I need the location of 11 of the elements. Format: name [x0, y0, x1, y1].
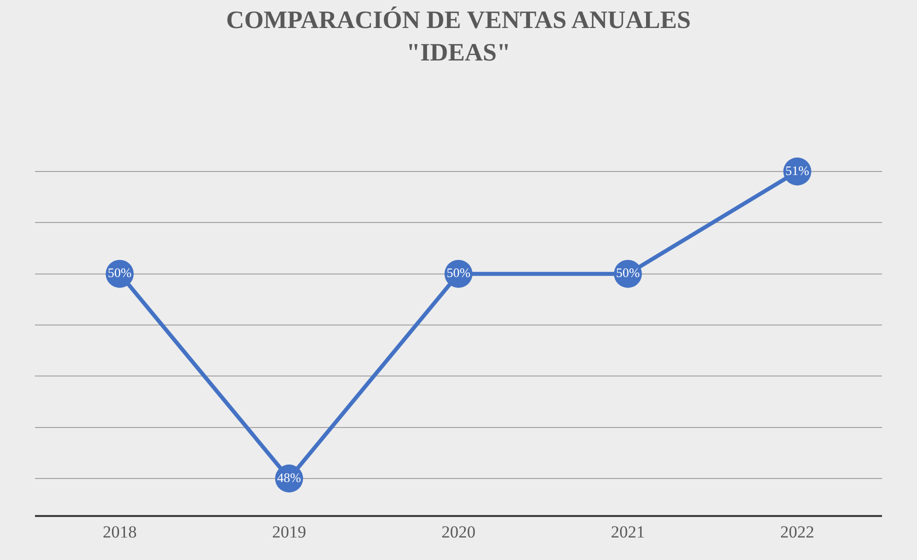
data-label: 50% — [108, 265, 132, 280]
x-tick-label: 2019 — [272, 522, 306, 542]
x-tick-label: 2020 — [442, 522, 476, 542]
x-tick-label: 2021 — [610, 522, 645, 542]
chart-title: COMPARACIÓN DE VENTAS ANUALES "IDEAS" — [226, 6, 691, 66]
x-tick-label: 2022 — [780, 522, 814, 542]
data-label: 50% — [616, 265, 640, 280]
data-label: 48% — [277, 470, 302, 485]
x-tick-label: 2018 — [102, 522, 137, 542]
data-label: 50% — [446, 265, 471, 280]
data-label: 51% — [785, 162, 810, 178]
